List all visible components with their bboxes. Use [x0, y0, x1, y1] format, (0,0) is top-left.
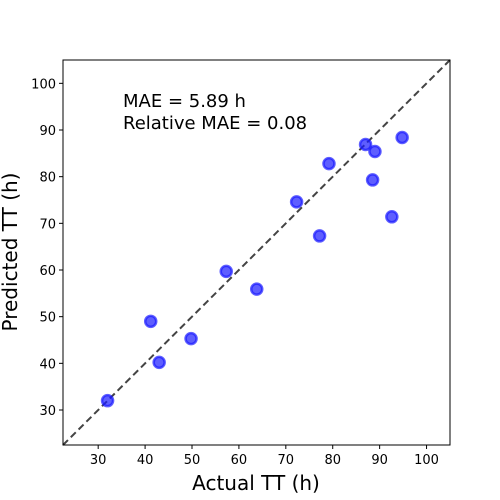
y-tick-label: 50	[39, 311, 56, 326]
data-point-11	[365, 173, 380, 187]
data-point-9	[322, 156, 336, 171]
y-tick-label: 70	[39, 217, 56, 232]
y-tick-label: 30	[39, 404, 56, 419]
data-point-7	[289, 195, 304, 209]
data-point-12	[368, 144, 382, 159]
data-point-4	[184, 331, 198, 346]
y-tick-label: 100	[31, 77, 56, 92]
x-tick-label: 70	[278, 453, 295, 468]
y-axis-label: Predicted TT (h)	[0, 173, 22, 332]
y-tick-label: 60	[39, 264, 56, 279]
y-tick-label: 90	[39, 124, 56, 139]
x-tick-label: 90	[371, 453, 388, 468]
data-point-13	[385, 210, 399, 224]
x-tick-label: 40	[137, 453, 154, 468]
x-axis-label: Actual TT (h)	[192, 471, 320, 495]
data-point-10	[358, 137, 373, 152]
plot-frame	[62, 59, 451, 446]
x-tick-label: 100	[414, 453, 439, 468]
x-tick-label: 60	[231, 453, 248, 468]
data-point-8	[312, 229, 327, 243]
y-tick-label: 80	[39, 171, 56, 186]
identity-reference-line	[62, 59, 451, 446]
data-point-6	[249, 282, 264, 296]
data-point-2	[143, 314, 158, 329]
x-tick-label: 80	[324, 453, 341, 468]
x-tick-label: 50	[184, 453, 201, 468]
y-tick-label: 40	[39, 357, 56, 372]
data-point-1	[100, 393, 115, 408]
mae-annotation: MAE = 5.89 h	[123, 91, 246, 112]
data-point-5	[219, 264, 233, 279]
data-point-3	[152, 355, 166, 370]
data-point-14	[395, 130, 409, 145]
x-tick-label: 30	[90, 453, 107, 468]
relative-mae-annotation: Relative MAE = 0.08	[123, 113, 307, 134]
